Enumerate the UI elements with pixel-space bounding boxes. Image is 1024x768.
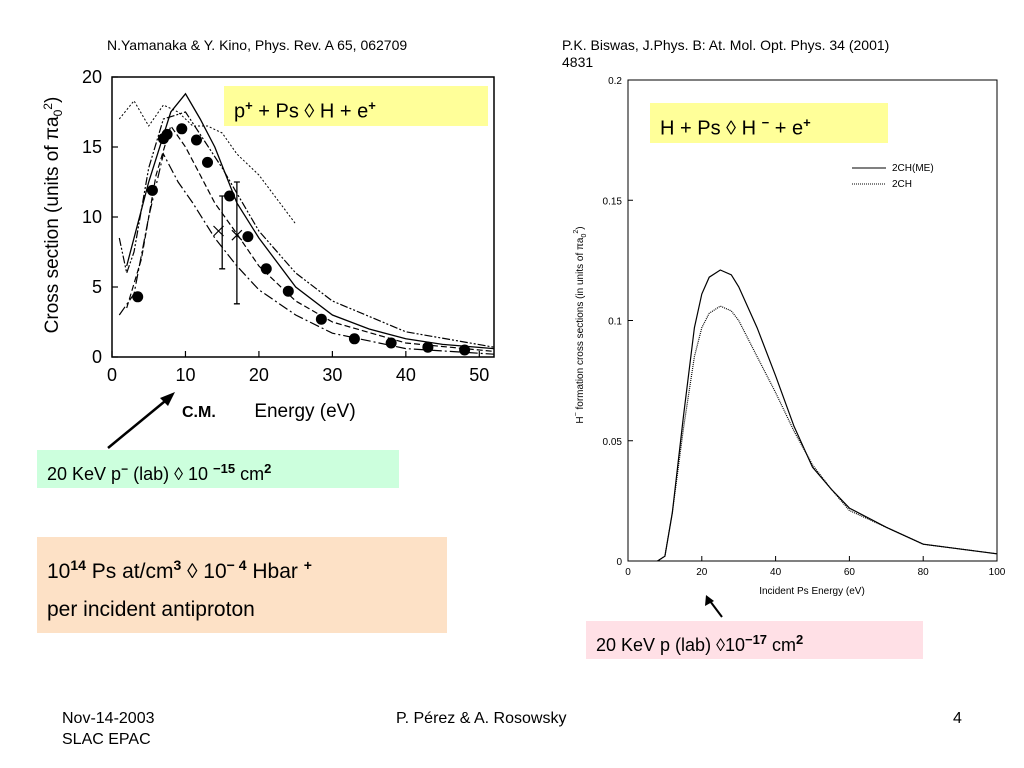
left-data-point (282, 285, 294, 297)
footer-authors: P. Pérez & A. Rosowsky (396, 710, 567, 727)
right-chart: 0 20 40 60 80 100 0 0.05 0.1 0.15 0.2 H− formation… (573, 76, 1006, 618)
left-data-point (224, 190, 236, 202)
right-x-tick-label: 100 (989, 567, 1006, 578)
left-chart-x-axis-label: Energy (eV) (254, 401, 355, 422)
right-y-tick-label: 0.2 (608, 76, 622, 87)
left-error-bar (233, 181, 240, 305)
left-y-tick-label: 0 (92, 347, 102, 367)
left-series-line (126, 124, 495, 352)
right-series-line (657, 269, 998, 562)
left-chart-ticks: 0 10 20 30 40 50 0 5 10 15 20 (82, 67, 489, 385)
right-x-tick-label: 0 (625, 567, 631, 578)
left-chart-markers (132, 123, 471, 356)
legend-2chme: 2CH(ME) (892, 163, 934, 174)
left-x-tick-label: 50 (469, 365, 489, 385)
left-data-point (422, 341, 434, 353)
left-data-point (132, 291, 144, 303)
left-data-point (202, 156, 213, 168)
right-x-tick-label: 20 (696, 567, 708, 578)
left-y-tick-label: 15 (82, 137, 102, 157)
left-chart: 0 10 20 30 40 50 0 5 10 15 20 Cross section (units… (41, 67, 495, 449)
right-chart-frame (627, 79, 998, 562)
left-series-line (118, 152, 495, 355)
left-x-tick-label: 30 (322, 365, 342, 385)
cm-label: C.M. (182, 404, 216, 421)
left-data-point (260, 263, 272, 275)
right-energy-note-box: 20 KeV p (lab) ◊10−17 cm2 (586, 621, 923, 659)
left-data-point (190, 134, 202, 146)
left-data-point (315, 313, 327, 325)
right-arrow (709, 600, 723, 618)
right-y-tick-label: 0.1 (608, 317, 622, 328)
right-series-line (657, 305, 998, 562)
left-data-point (385, 337, 397, 349)
left-x-tick-label: 10 (175, 365, 195, 385)
reaction-box-right: H + Ps ◊ H − + e+ (650, 103, 888, 143)
left-arrow (107, 396, 171, 449)
left-data-point (176, 123, 188, 135)
left-data-point (161, 128, 173, 140)
energy-note-box: 20 KeV p− (lab) ◊ 10 −15 cm2 (37, 450, 399, 488)
ps-note-line2: per incident antiproton (47, 598, 255, 621)
ps-note-box: 1014 Ps at/cm3 ◊ 10− 4 Hbar + per incide… (37, 537, 447, 633)
left-chart-series (118, 92, 495, 355)
right-chart-y-axis-label: H− formation cross sections (in units of… (573, 226, 588, 423)
left-error-bar (219, 195, 226, 270)
left-chart-y-axis-label: Cross section (units of πa02) (41, 97, 65, 334)
legend-2ch: 2CH (892, 179, 912, 190)
left-x-tick-label: 0 (107, 365, 117, 385)
right-y-tick-label: 0 (616, 557, 622, 568)
left-data-point (459, 344, 471, 356)
reaction-box-left: p+ + Ps ◊ H + e+ (224, 86, 488, 126)
right-chart-x-axis-label: Incident Ps Energy (eV) (759, 586, 865, 597)
left-x-tick-label: 40 (396, 365, 416, 385)
right-x-tick-label: 80 (918, 567, 930, 578)
left-data-point (146, 184, 158, 196)
footer-page-number: 4 (953, 710, 962, 727)
right-reference: P.K. Biswas, J.Phys. B: At. Mol. Opt. Ph… (562, 37, 890, 70)
right-x-tick-label: 60 (844, 567, 856, 578)
footer-date: Nov-14-2003 SLAC EPAC (62, 710, 155, 748)
left-x-tick-label: 20 (249, 365, 269, 385)
left-data-point (348, 333, 360, 345)
left-series-line (118, 111, 495, 348)
left-arrow-head (160, 392, 175, 406)
right-x-tick-label: 40 (770, 567, 782, 578)
right-chart-ticks: 0 20 40 60 80 100 0 0.05 0.1 0.15 0.2 (603, 76, 1006, 578)
left-data-point (242, 231, 254, 243)
left-reference: N.Yamanaka & Y. Kino, Phys. Rev. A 65, 0… (107, 37, 408, 53)
left-series-line (126, 92, 495, 350)
right-chart-legend: 2CH(ME) 2CH (852, 163, 934, 190)
left-y-tick-label: 5 (92, 277, 102, 297)
left-y-tick-label: 10 (82, 207, 102, 227)
left-series-line (118, 99, 297, 225)
right-chart-series (657, 269, 998, 562)
right-y-tick-label: 0.05 (603, 437, 623, 448)
right-y-tick-label: 0.15 (603, 196, 623, 207)
left-y-tick-label: 20 (82, 67, 102, 87)
right-arrow-head (705, 595, 714, 606)
